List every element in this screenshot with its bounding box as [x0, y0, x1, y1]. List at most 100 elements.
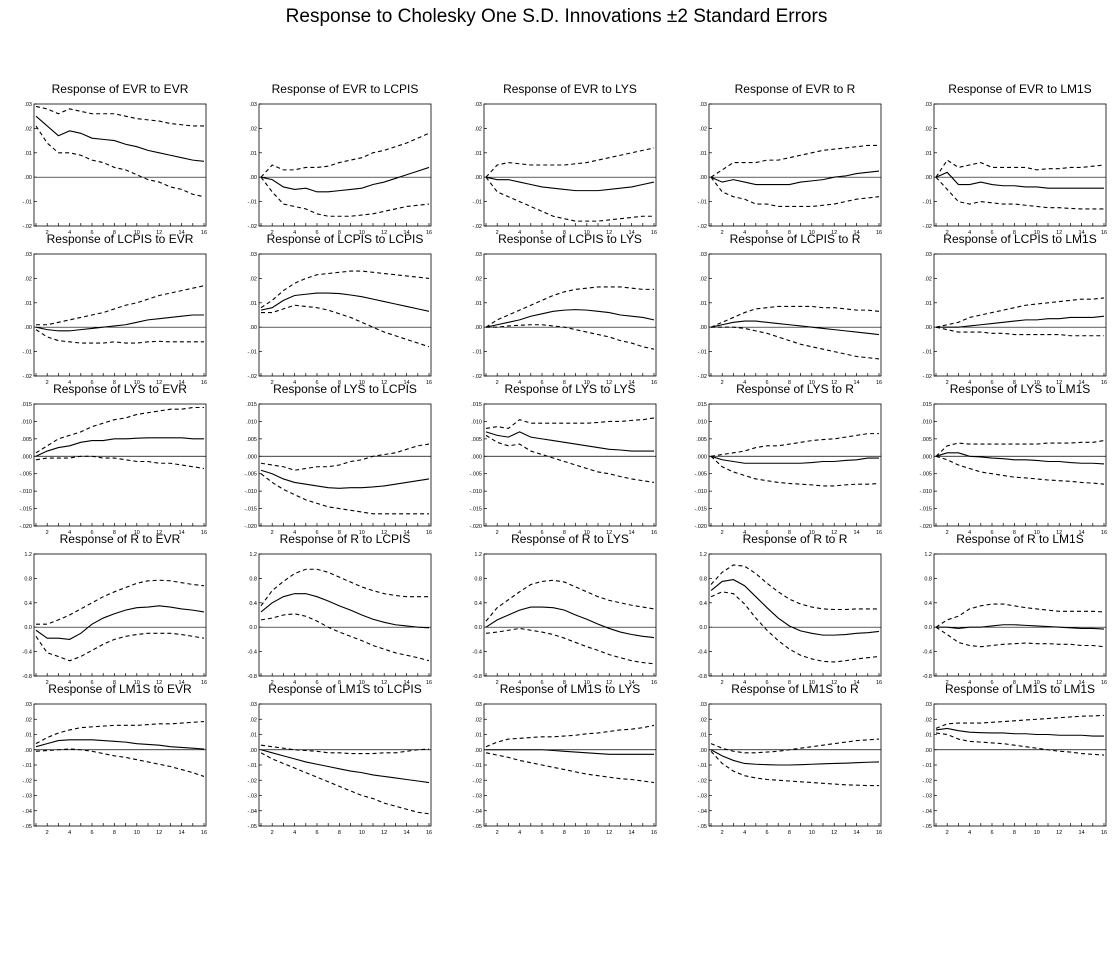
x-tick-label: 4: [68, 830, 71, 836]
lower-band-line: [710, 591, 880, 663]
x-tick-label: 16: [426, 830, 432, 836]
x-tick-label: 8: [563, 830, 566, 836]
lower-band-line: [935, 176, 1104, 210]
y-tick-label: -.02: [23, 224, 32, 230]
x-tick-label: 16: [876, 530, 882, 536]
x-tick-label: 12: [606, 830, 612, 836]
x-tick-label: 10: [809, 830, 815, 836]
y-tick-label: .03: [924, 702, 932, 708]
lower-band-line: [35, 748, 205, 777]
y-tick-label: -.05: [923, 824, 932, 830]
plot-frame: [708, 553, 882, 677]
response-line: [936, 624, 1105, 630]
y-tick-label: .02: [924, 126, 932, 132]
y-tick-label: -.015: [694, 507, 707, 513]
y-tick-label: .010: [696, 419, 707, 425]
y-tick-label: -.010: [469, 489, 482, 495]
y-tick-label: -0.8: [23, 674, 32, 680]
y-tick-label: -.005: [469, 472, 482, 478]
y-tick-label: .03: [924, 252, 932, 258]
x-tick-label: 12: [606, 230, 612, 236]
panel-title: Response of R to LCPIS: [280, 532, 411, 546]
x-tick-label: 10: [584, 830, 590, 836]
x-tick-label: 6: [540, 680, 543, 686]
y-tick-label: .005: [21, 437, 32, 443]
x-tick-label: 14: [629, 830, 635, 836]
plot-frame: [933, 403, 1107, 527]
x-tick-label: 12: [381, 380, 387, 386]
x-tick-label: 14: [179, 380, 185, 386]
y-tick-label: .01: [474, 733, 482, 739]
x-tick-label: 14: [404, 530, 410, 536]
plot-frame: [258, 703, 432, 827]
y-tick-label: .005: [921, 437, 932, 443]
x-tick-label: 8: [338, 230, 341, 236]
y-tick-label: 0.8: [699, 576, 707, 582]
y-tick-label: .03: [249, 702, 257, 708]
figure-title: Response to Cholesky One S.D. Innovation…: [285, 6, 828, 27]
irf-panel: Response of LYS to LYS .015 .010 .005 .000 -.…: [469, 382, 657, 536]
upper-band-line: [260, 132, 430, 178]
response-line: [935, 171, 1104, 189]
x-tick-label: 2: [721, 230, 724, 236]
x-tick-label: 4: [518, 830, 521, 836]
x-tick-label: 12: [1056, 830, 1062, 836]
y-tick-label: .02: [699, 717, 707, 723]
y-tick-label: 0.4: [924, 601, 932, 607]
x-tick-label: 2: [721, 530, 724, 536]
y-tick-label: -.01: [923, 350, 932, 356]
y-tick-label: 0.8: [24, 576, 32, 582]
y-tick-label: .00: [24, 175, 32, 181]
y-tick-label: .02: [924, 276, 932, 282]
y-tick-label: -.02: [698, 778, 707, 784]
x-tick-label: 16: [426, 230, 432, 236]
y-tick-label: .03: [24, 252, 32, 258]
lower-band-line: [935, 455, 1105, 485]
y-tick-label: .00: [474, 325, 482, 331]
y-tick-label: .00: [924, 748, 932, 754]
plot-frame: [708, 403, 882, 527]
y-tick-label: 0.0: [249, 625, 257, 631]
x-tick-label: 6: [315, 230, 318, 236]
irf-panel: Response of LCPIS to EVR .03 .02 .01 .00 -.01…: [23, 232, 208, 386]
response-line: [260, 469, 430, 489]
irf-panel: Response of LM1S to R .03 .02 .01 .00 -.01 -.0…: [698, 682, 883, 836]
y-tick-label: 0.0: [474, 625, 482, 631]
plot-frame: [258, 403, 432, 527]
x-tick-label: 12: [156, 680, 162, 686]
y-tick-label: -0.4: [23, 650, 32, 656]
y-tick-label: 1.2: [249, 552, 257, 558]
x-tick-label: 10: [584, 530, 590, 536]
x-tick-label: 14: [1079, 380, 1085, 386]
panel-title: Response of R to EVR: [60, 532, 181, 546]
y-tick-label: 0.0: [699, 625, 707, 631]
panel-title: Response of EVR to LYS: [503, 82, 637, 96]
x-tick-label: 10: [584, 380, 590, 386]
x-tick-label: 6: [90, 680, 93, 686]
y-tick-label: -.020: [469, 524, 482, 530]
y-tick-label: -.01: [923, 763, 932, 769]
y-tick-label: -.04: [473, 809, 482, 815]
lower-band-line: [35, 329, 204, 344]
y-tick-label: .02: [474, 276, 482, 282]
x-tick-label: 2: [271, 380, 274, 386]
response-line: [35, 437, 204, 457]
lower-band-line: [261, 304, 430, 348]
x-tick-label: 12: [606, 680, 612, 686]
x-tick-label: 2: [946, 380, 949, 386]
upper-band-line: [35, 406, 204, 454]
lower-band-line: [260, 473, 429, 515]
x-tick-label: 4: [968, 230, 971, 236]
y-tick-label: -.020: [919, 524, 932, 530]
x-tick-label: 16: [651, 680, 657, 686]
y-tick-label: -.01: [23, 763, 32, 769]
x-tick-label: 8: [113, 830, 116, 836]
response-line: [710, 455, 879, 464]
plot-frame: [483, 403, 657, 527]
x-tick-label: 2: [496, 830, 499, 836]
x-tick-label: 10: [809, 530, 815, 536]
y-tick-label: -.02: [248, 778, 257, 784]
y-tick-label: .02: [24, 276, 32, 282]
response-line: [35, 314, 204, 332]
x-tick-label: 12: [831, 230, 837, 236]
